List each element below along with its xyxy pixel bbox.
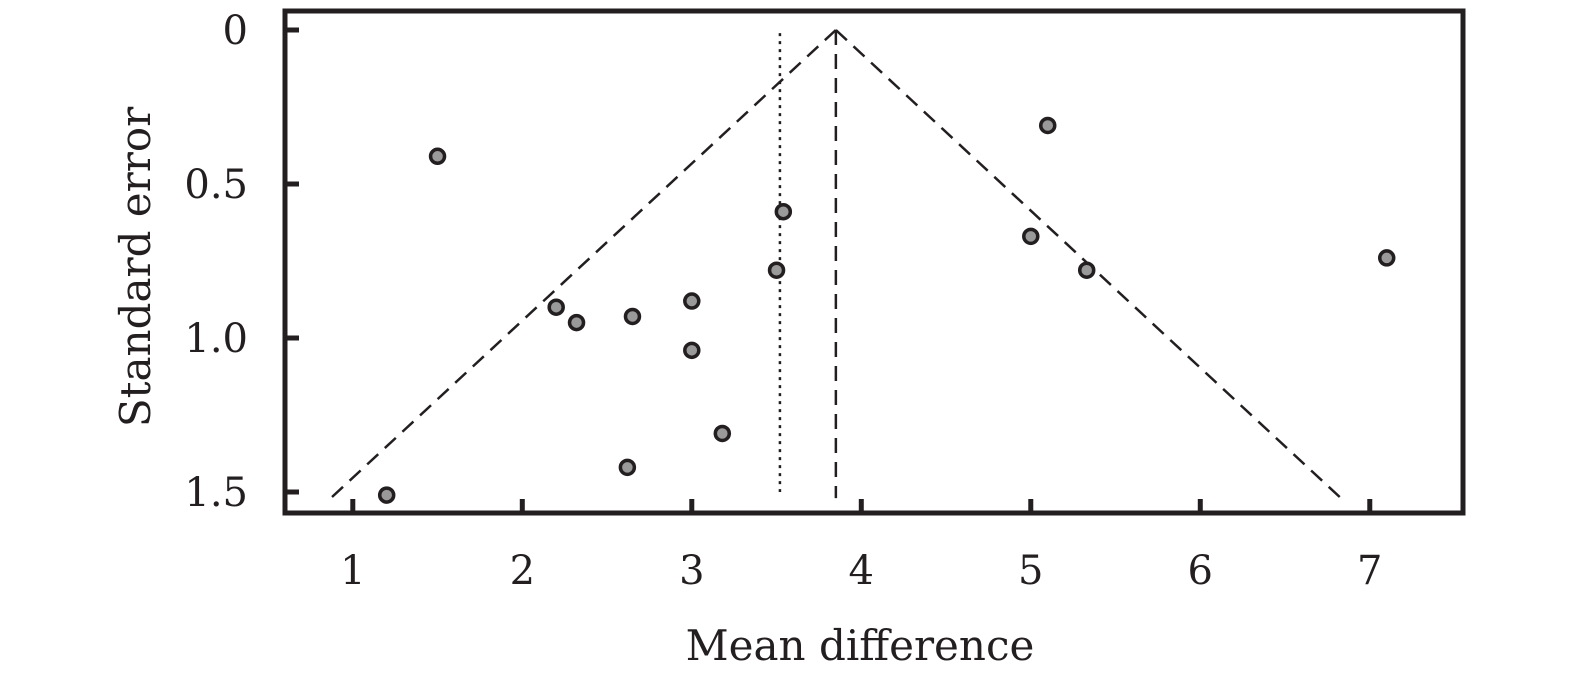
study-point xyxy=(428,147,447,166)
axis-ticks xyxy=(285,27,1373,513)
study-point xyxy=(623,307,642,326)
y-tick-label: 0 xyxy=(223,8,248,54)
plot-frame xyxy=(282,8,1466,516)
study-point xyxy=(767,261,786,279)
y-tick-label: 1.5 xyxy=(184,470,248,516)
x-axis-title: Mean difference xyxy=(686,621,1035,670)
x-tick-label: 1 xyxy=(340,548,365,594)
x-tick-label: 4 xyxy=(849,548,874,594)
study-point xyxy=(618,458,637,477)
study-point xyxy=(713,424,732,443)
x-tick-label: 7 xyxy=(1357,548,1382,594)
study-point xyxy=(683,341,701,360)
study-point xyxy=(774,202,793,221)
funnel-lines xyxy=(329,29,1342,500)
tick-labels: 1 2 3 4 5 6 7 0 0.5 1.0 1.5 xyxy=(184,8,1382,594)
x-tick-label: 3 xyxy=(679,548,704,594)
study-point xyxy=(547,298,565,316)
study-point xyxy=(1077,261,1096,279)
y-axis-title: Standard error xyxy=(111,106,160,427)
study-point xyxy=(1377,249,1396,267)
data-points xyxy=(377,116,1396,504)
x-tick-label: 2 xyxy=(510,548,535,594)
study-point xyxy=(377,486,396,504)
study-point xyxy=(1038,116,1057,135)
funnel-boundary-line xyxy=(329,29,837,500)
y-tick-label: 1.0 xyxy=(184,316,248,362)
y-tick-label: 0.5 xyxy=(184,162,248,208)
x-tick-label: 5 xyxy=(1018,548,1043,594)
x-tick-label: 6 xyxy=(1188,548,1213,594)
study-point xyxy=(567,313,586,332)
study-point xyxy=(1022,227,1040,246)
study-point xyxy=(683,292,701,310)
